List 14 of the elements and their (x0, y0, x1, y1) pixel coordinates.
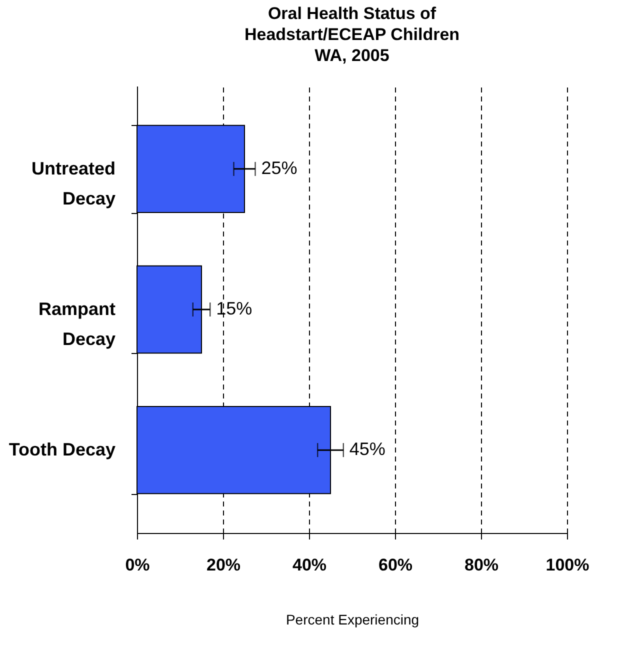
y-tick-label: Tooth Decay (8, 440, 116, 460)
data-label: 25% (261, 158, 298, 178)
x-tick-label: 60% (378, 556, 413, 574)
chart-title: Oral Health Status of Headstart/ECEAP Children WA, 2005 (244, 4, 460, 65)
y-tick-label: Untreated Decay (31, 158, 116, 208)
data-label: 45% (349, 439, 386, 460)
x-tick-label: 100% (546, 556, 590, 574)
y-tick-label: Rampant Decay (38, 299, 116, 349)
x-tick-label: 20% (206, 556, 241, 574)
x-tick-label: 0% (125, 556, 150, 574)
x-axis-title: Percent Experiencing (286, 612, 420, 628)
x-tick-label: 80% (464, 556, 499, 574)
data-label: 15% (216, 298, 252, 318)
x-tick-label: 40% (292, 556, 327, 574)
